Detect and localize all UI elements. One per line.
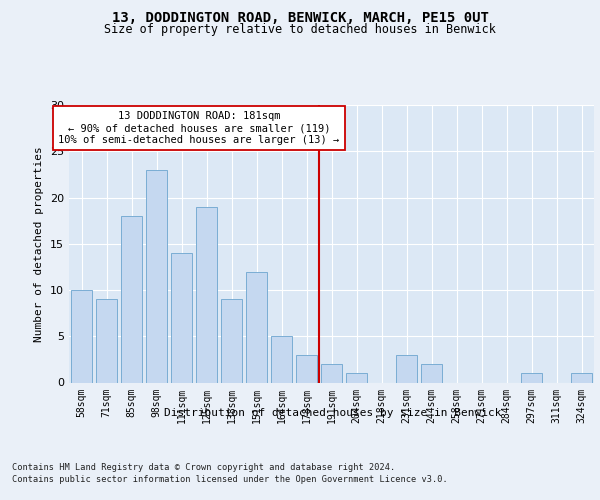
Text: 13, DODDINGTON ROAD, BENWICK, MARCH, PE15 0UT: 13, DODDINGTON ROAD, BENWICK, MARCH, PE1… xyxy=(112,11,488,25)
Bar xyxy=(396,355,417,382)
Bar xyxy=(421,364,442,382)
Bar xyxy=(271,336,292,382)
Text: Size of property relative to detached houses in Benwick: Size of property relative to detached ho… xyxy=(104,22,496,36)
Y-axis label: Number of detached properties: Number of detached properties xyxy=(34,146,44,342)
Bar xyxy=(221,299,242,382)
Bar xyxy=(121,216,142,382)
Bar xyxy=(346,373,367,382)
Bar xyxy=(296,355,317,382)
Bar xyxy=(171,253,192,382)
Text: Contains public sector information licensed under the Open Government Licence v3: Contains public sector information licen… xyxy=(12,475,448,484)
Bar xyxy=(571,373,592,382)
Text: 13 DODDINGTON ROAD: 181sqm
← 90% of detached houses are smaller (119)
10% of sem: 13 DODDINGTON ROAD: 181sqm ← 90% of deta… xyxy=(58,112,340,144)
Bar xyxy=(96,299,117,382)
Text: Contains HM Land Registry data © Crown copyright and database right 2024.: Contains HM Land Registry data © Crown c… xyxy=(12,462,395,471)
Bar xyxy=(246,272,267,382)
Bar xyxy=(321,364,342,382)
Text: Distribution of detached houses by size in Benwick: Distribution of detached houses by size … xyxy=(164,408,502,418)
Bar xyxy=(146,170,167,382)
Bar xyxy=(196,207,217,382)
Bar xyxy=(71,290,92,382)
Bar xyxy=(521,373,542,382)
